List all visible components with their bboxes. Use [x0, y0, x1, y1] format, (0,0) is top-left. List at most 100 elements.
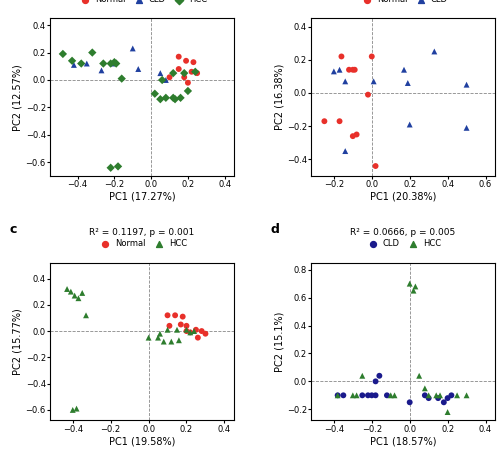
Point [186, 329, 194, 336]
Point [166, 322, 173, 329]
Legend: Normal, HCC: Normal, HCC [97, 239, 187, 248]
Point [193, 69, 201, 77]
Point [390, 392, 398, 399]
Point [334, 392, 342, 399]
Point [406, 399, 413, 406]
Point [171, 312, 179, 319]
Point [340, 392, 347, 399]
Point [72, 405, 80, 412]
Point [192, 68, 200, 75]
Point [386, 392, 394, 399]
Point [334, 392, 342, 399]
Legend: Normal, CLD: Normal, CLD [358, 0, 448, 4]
Point [166, 74, 173, 81]
Point [171, 96, 179, 103]
Point [68, 57, 76, 64]
Point [98, 67, 106, 74]
Point [364, 392, 372, 399]
Point [462, 81, 470, 88]
Point [112, 60, 120, 67]
Point [350, 66, 358, 74]
Point [383, 392, 391, 399]
Point [421, 385, 429, 392]
Point [190, 58, 198, 66]
Point [372, 162, 380, 170]
X-axis label: PC1 (19.58%): PC1 (19.58%) [109, 436, 175, 446]
Point [349, 66, 357, 74]
Point [186, 329, 194, 336]
Point [188, 68, 196, 75]
Point [134, 65, 142, 73]
Point [372, 392, 380, 399]
Text: c: c [10, 223, 17, 236]
Point [404, 80, 412, 87]
Point [400, 66, 408, 74]
X-axis label: PC1 (18.57%): PC1 (18.57%) [370, 436, 436, 446]
Point [176, 94, 184, 101]
Point [345, 66, 353, 74]
Point [82, 312, 90, 319]
Point [338, 53, 345, 60]
Point [352, 392, 360, 399]
Y-axis label: PC2 (16.38%): PC2 (16.38%) [274, 64, 284, 130]
Point [432, 392, 440, 399]
Point [182, 57, 190, 64]
Point [320, 117, 328, 125]
Point [453, 392, 461, 399]
Point [128, 45, 136, 52]
Point [160, 338, 168, 345]
Point [178, 313, 186, 320]
Point [352, 131, 360, 138]
Point [168, 338, 175, 345]
Point [202, 330, 209, 337]
Point [67, 288, 75, 295]
Point [151, 90, 159, 97]
Point [174, 65, 182, 73]
Point [406, 280, 413, 287]
Point [184, 79, 192, 86]
Point [440, 399, 448, 406]
Point [368, 392, 376, 399]
Point [144, 334, 152, 341]
Point [114, 163, 122, 170]
Point [421, 392, 429, 399]
Point [83, 60, 91, 67]
Point [462, 392, 470, 399]
Point [70, 61, 78, 69]
Point [182, 327, 190, 335]
Point [164, 312, 172, 319]
Title: R² = 0.1197, p = 0.001: R² = 0.1197, p = 0.001 [90, 228, 194, 237]
Point [162, 76, 170, 84]
X-axis label: PC1 (17.27%): PC1 (17.27%) [108, 192, 176, 202]
Point [192, 326, 200, 334]
Point [173, 326, 181, 334]
Point [154, 334, 162, 341]
Point [372, 377, 380, 385]
Point [158, 76, 166, 84]
Point [349, 392, 357, 399]
Point [410, 287, 418, 294]
Point [118, 75, 126, 82]
Point [169, 94, 177, 101]
Legend: CLD, HCC: CLD, HCC [364, 239, 442, 248]
Point [74, 295, 82, 302]
X-axis label: PC1 (20.38%): PC1 (20.38%) [370, 192, 436, 202]
Point [156, 69, 164, 77]
Point [180, 69, 188, 77]
Point [424, 394, 432, 402]
Point [436, 392, 444, 399]
Point [194, 334, 202, 341]
Point [156, 96, 164, 103]
Point [59, 50, 67, 58]
Point [110, 58, 118, 66]
Point [412, 283, 420, 290]
Point [336, 117, 344, 125]
Point [184, 87, 192, 95]
Y-axis label: PC2 (15.77%): PC2 (15.77%) [13, 308, 23, 375]
Point [164, 326, 172, 334]
Point [376, 372, 384, 379]
Text: d: d [270, 223, 280, 236]
Point [180, 74, 188, 81]
Point [100, 60, 108, 67]
Point [444, 394, 452, 402]
